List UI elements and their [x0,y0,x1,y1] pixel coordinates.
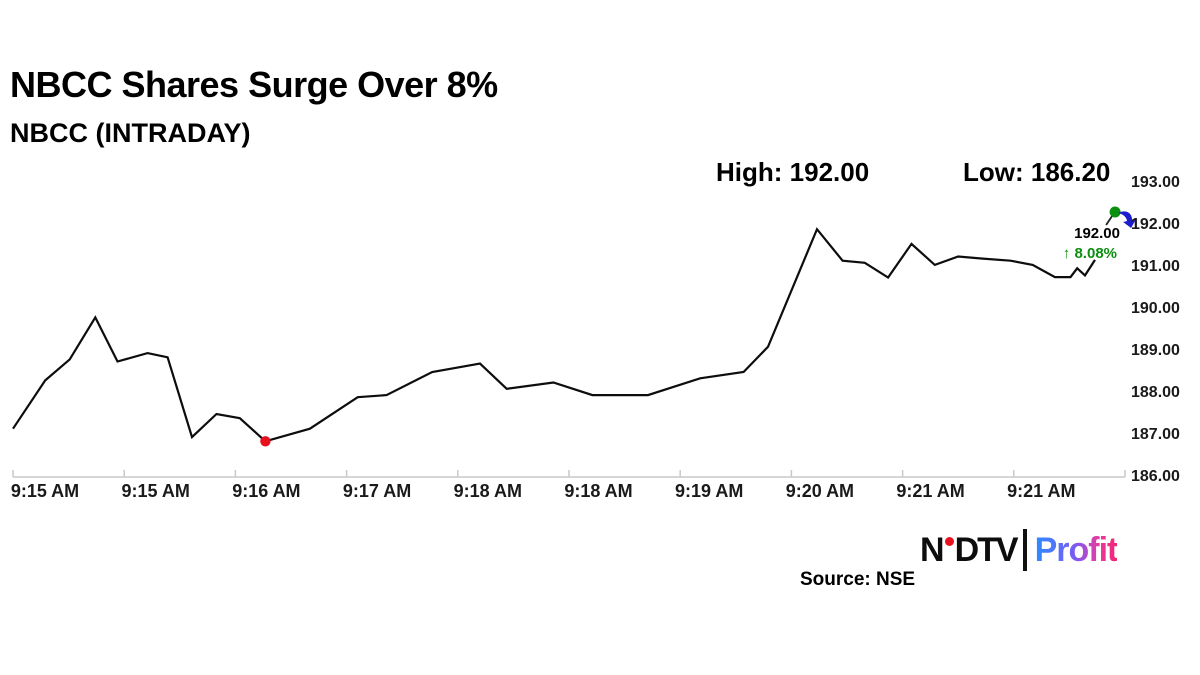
y-tick-label: 187.00 [1131,426,1180,443]
page-title: NBCC Shares Surge Over 8% [10,64,498,105]
x-tick-label: 9:18 AM [453,481,522,501]
x-tick-label: 9:16 AM [232,481,301,501]
x-tick-label: 9:17 AM [342,481,412,501]
low-point-dot [260,436,271,447]
x-tick-label: 9:21 AM [896,481,965,501]
x-tick-label: 9:18 AM [564,481,633,501]
high-label: High: 192.00 [716,157,870,187]
x-tick-label: 9:21 AM [1007,481,1076,501]
ndtv-red-dot-icon [944,537,954,546]
chart-subtitle: NBCC (INTRADAY) [10,118,251,148]
y-tick-label: 186.00 [1131,468,1180,485]
y-tick-label: 191.00 [1131,258,1180,275]
y-tick-label: 189.00 [1131,342,1180,359]
source-label: Source: NSE [800,569,916,590]
end-pin-marker [1109,206,1121,218]
last-price-label: 192.00 [1074,225,1120,242]
low-label: Low: 186.20 [963,157,1111,187]
x-tick-label: 9:15 AM [121,481,190,501]
y-tick-label: 193.00 [1131,174,1180,191]
x-tick-label: 9:19 AM [675,481,744,501]
y-tick-label: 192.00 [1131,216,1180,233]
profit-wordmark: Profit [1034,530,1119,569]
price-line [12,227,1096,443]
x-tick-label: 9:20 AM [785,481,855,501]
trend-arrow-icon [1118,211,1137,228]
y-tick-label: 188.00 [1131,384,1180,401]
x-tick-label: 9:15 AM [10,481,80,501]
logo-divider [1022,529,1027,571]
change-percent-label: ↑ 8.08% [1062,245,1117,262]
ndtv-profit-logo: N DTV Profit [920,526,1119,574]
ndtv-wordmark: N DTV [920,531,1019,569]
y-tick-label: 190.00 [1131,300,1180,317]
